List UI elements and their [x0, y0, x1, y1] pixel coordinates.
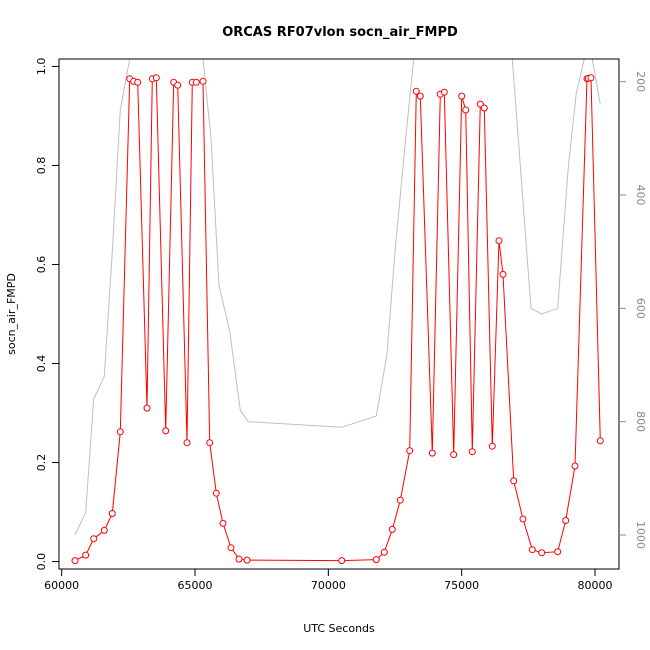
y-axis-label: socn_air_FMPD — [5, 273, 18, 355]
data-point — [450, 451, 458, 459]
data-point — [462, 106, 470, 114]
y-tick-label: 0.2 — [35, 454, 48, 472]
data-point — [183, 439, 191, 447]
data-point — [538, 549, 546, 557]
data-point — [587, 74, 595, 82]
data-point — [495, 237, 503, 245]
data-point — [380, 548, 388, 556]
x-axis-label: UTC Seconds — [303, 622, 375, 635]
y-tick-label: 0.8 — [35, 157, 48, 175]
data-point — [458, 92, 466, 100]
data-point — [212, 489, 220, 497]
data-point — [243, 556, 251, 564]
data-point — [235, 555, 243, 563]
data-point — [396, 496, 404, 504]
y-tick-label: 1.0 — [35, 58, 48, 76]
data-point — [192, 78, 200, 86]
plot-area — [71, 59, 604, 565]
data-point — [174, 81, 182, 89]
data-point — [71, 557, 79, 565]
plot-frame — [58, 58, 620, 570]
y2-tick-label: 400 — [634, 185, 647, 206]
y-tick-label: 0.4 — [35, 355, 48, 373]
data-point — [412, 87, 420, 95]
data-point — [519, 515, 527, 523]
chart-title: ORCAS RF07vlon socn_air_FMPD — [222, 25, 458, 40]
x-tick-label: 80000 — [578, 579, 613, 592]
data-point — [152, 74, 160, 82]
data-point — [571, 462, 579, 470]
data-point — [388, 525, 396, 533]
data-point — [338, 557, 346, 565]
series-line-secondary — [74, 59, 601, 536]
data-point — [372, 556, 380, 564]
y2-tick-label: 800 — [634, 411, 647, 432]
data-point — [143, 404, 151, 412]
data-point — [562, 517, 570, 524]
data-point — [227, 544, 235, 552]
data-point — [468, 448, 476, 456]
data-point — [82, 551, 90, 559]
data-point — [596, 437, 604, 445]
series-line-primary — [74, 77, 601, 562]
axes: 60000 65000 70000 75000 80000 0.0 0.2 0.4 0.6 0.8… — [35, 58, 647, 592]
y-tick-label: 0.0 — [35, 553, 48, 571]
data-point — [116, 428, 124, 436]
data-point — [100, 526, 108, 534]
x-tick-label: 60000 — [44, 579, 79, 592]
data-point — [108, 510, 116, 517]
data-point — [416, 92, 424, 100]
x-tick-label: 65000 — [178, 579, 213, 592]
data-point — [440, 88, 448, 96]
data-point — [219, 519, 227, 527]
data-point — [134, 78, 142, 86]
data-point — [528, 546, 536, 554]
data-point — [488, 442, 496, 450]
data-point — [90, 535, 98, 543]
data-point — [206, 439, 214, 447]
x-tick-label: 70000 — [311, 579, 346, 592]
y2-tick-label: 1000 — [634, 521, 647, 549]
data-point — [499, 270, 507, 278]
data-point — [406, 447, 414, 455]
data-point — [428, 449, 436, 457]
data-point — [510, 477, 518, 485]
x-tick-label: 75000 — [444, 579, 479, 592]
y-tick-label: 0.6 — [35, 256, 48, 274]
y2-tick-label: 600 — [634, 298, 647, 319]
data-point — [554, 548, 562, 556]
data-point — [162, 427, 170, 435]
data-point — [199, 77, 207, 85]
y2-tick-label: 200 — [634, 71, 647, 92]
data-point — [480, 104, 488, 112]
